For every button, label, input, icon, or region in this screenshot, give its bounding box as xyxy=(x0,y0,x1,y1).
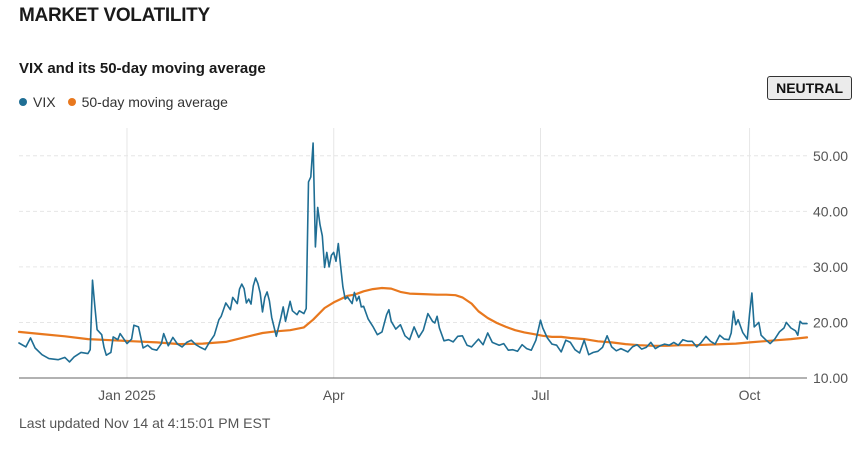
y-tick-label: 50.00 xyxy=(813,148,848,164)
chart-legend: VIX 50-day moving average xyxy=(19,94,240,110)
vix-series-line xyxy=(18,142,808,363)
legend-item-vix[interactable]: VIX xyxy=(19,94,56,110)
y-tick-label: 20.00 xyxy=(813,314,848,330)
legend-label-moving-average: 50-day moving average xyxy=(81,94,228,110)
y-tick-label: 40.00 xyxy=(813,203,848,219)
y-tick-label: 30.00 xyxy=(813,259,848,275)
y-tick-label: 10.00 xyxy=(813,370,848,386)
page-title: MARKET VOLATILITY xyxy=(19,5,210,26)
sentiment-badge: NEUTRAL xyxy=(767,76,852,100)
x-tick-label: Jul xyxy=(532,387,550,403)
moving-average-series-line xyxy=(17,286,809,347)
legend-label-vix: VIX xyxy=(33,94,56,110)
last-updated: Last updated Nov 14 at 4:15:01 PM EST xyxy=(19,415,271,431)
x-tick-label: Oct xyxy=(739,387,761,403)
moving-average-dot-icon xyxy=(67,98,76,106)
vix-dot-icon xyxy=(19,98,27,106)
legend-item-moving-average[interactable]: 50-day moving average xyxy=(67,94,228,110)
x-tick-label: Apr xyxy=(323,387,345,403)
x-tick-label: Jan 2025 xyxy=(98,387,156,403)
chart-title: VIX and its 50-day moving average xyxy=(19,60,266,77)
